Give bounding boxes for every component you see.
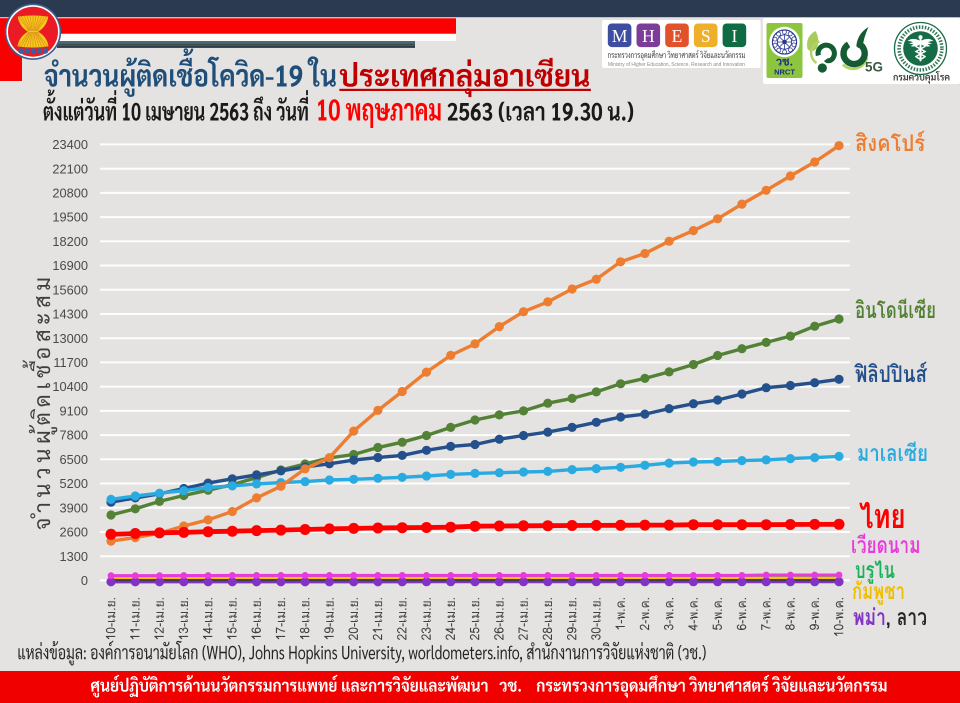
svg-text:NRCT: NRCT bbox=[774, 68, 795, 77]
svg-text:23400: 23400 bbox=[52, 137, 88, 152]
svg-text:0: 0 bbox=[81, 573, 88, 588]
svg-text:I: I bbox=[731, 26, 737, 46]
svg-text:11700: 11700 bbox=[53, 355, 88, 370]
svg-text:E: E bbox=[672, 26, 683, 46]
svg-text:10400: 10400 bbox=[52, 379, 88, 394]
svg-text:S: S bbox=[701, 26, 711, 46]
svg-text:2600: 2600 bbox=[60, 525, 88, 540]
svg-text:22100: 22100 bbox=[52, 161, 88, 176]
svg-text:H: H bbox=[642, 26, 655, 46]
svg-text:7800: 7800 bbox=[60, 428, 88, 443]
svg-text:5G: 5G bbox=[865, 60, 883, 75]
svg-text:13000: 13000 bbox=[52, 331, 88, 346]
svg-text:6500: 6500 bbox=[60, 452, 88, 467]
svg-text:Ministry of Higher Education,: Ministry of Higher Education, Science, R… bbox=[608, 62, 745, 68]
svg-text:14300: 14300 bbox=[52, 307, 88, 322]
svg-text:M: M bbox=[612, 26, 628, 46]
svg-text:18200: 18200 bbox=[52, 234, 88, 249]
svg-text:19500: 19500 bbox=[52, 210, 88, 225]
svg-text:3900: 3900 bbox=[60, 500, 88, 515]
svg-text:5200: 5200 bbox=[60, 476, 88, 491]
svg-text:1300: 1300 bbox=[60, 549, 88, 564]
svg-text:16900: 16900 bbox=[52, 258, 88, 273]
svg-text:20800: 20800 bbox=[52, 186, 88, 201]
svg-text:15600: 15600 bbox=[52, 282, 88, 297]
svg-text:9100: 9100 bbox=[60, 404, 88, 419]
